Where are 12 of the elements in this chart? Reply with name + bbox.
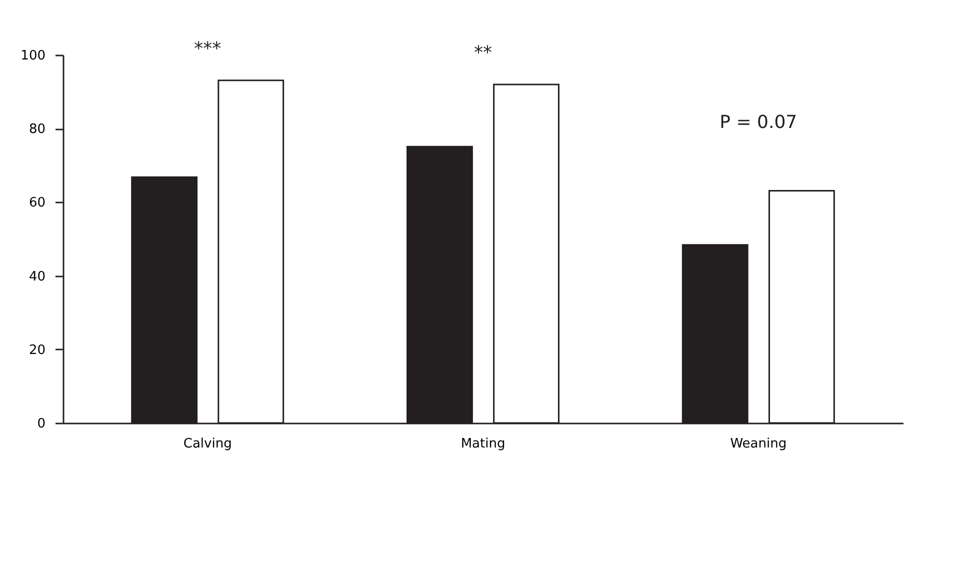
y-tick-label: 40 [28,269,46,284]
y-tick-label: 60 [28,196,46,211]
annotation: *** [194,38,222,60]
annotation: ** [474,42,492,64]
x-tick-label: Mating [460,436,506,452]
annotation: P = 0.07 [720,112,798,133]
x-tick-label: Weaning [730,436,787,452]
y-tick-label: 0 [37,416,46,432]
y-tick-label: 100 [20,48,46,64]
y-tick-label: 80 [28,122,46,138]
y-tick-label: 20 [28,342,46,358]
x-tick-label: Calving [183,436,232,452]
